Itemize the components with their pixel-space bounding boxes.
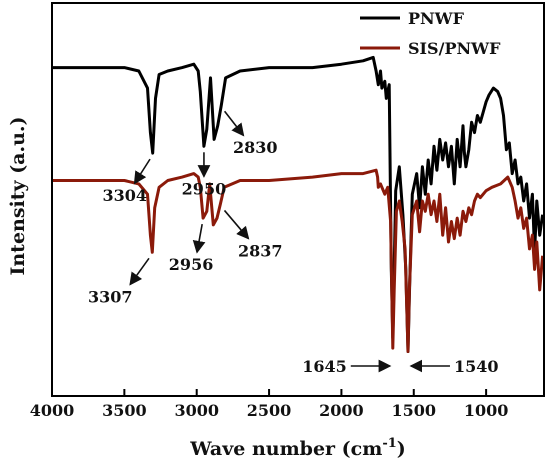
x-tick-label: 3000 <box>174 401 219 420</box>
plot-frame <box>51 2 545 397</box>
series-line-sis-pnwf <box>52 168 545 353</box>
legend-label-pnwf: PNWF <box>408 9 465 28</box>
annotation-3307: 3307 <box>88 257 150 306</box>
annotation-label: 2830 <box>233 138 278 157</box>
annotation-3304: 3304 <box>102 158 151 205</box>
annotation-1645: 1645 <box>302 357 392 376</box>
annotation-label: 1645 <box>302 357 347 376</box>
annotation-label: 3307 <box>88 287 133 306</box>
annotation-2950: 2950 <box>182 152 227 198</box>
annotation-label: 1540 <box>454 357 499 376</box>
x-tick-label: 1500 <box>391 401 436 420</box>
series-layer <box>52 55 545 353</box>
annotation-label: 2950 <box>182 179 227 198</box>
annotation-1540: 1540 <box>409 357 499 376</box>
series-line-pnwf <box>52 55 545 353</box>
annotation-label: 3304 <box>102 186 147 205</box>
x-axis-ticks: 4000 3500 3000 2500 2000 1500 1000 <box>30 389 509 420</box>
annotation-arrow <box>223 110 245 137</box>
legend: PNWF SIS/PNWF <box>360 9 501 58</box>
annotation-arrow <box>129 257 150 286</box>
annotation-2956: 2956 <box>169 223 214 274</box>
annotation-2830: 2830 <box>223 110 278 157</box>
y-axis-title: Intensity (a.u.) <box>7 116 29 275</box>
annotation-2837: 2837 <box>223 209 283 260</box>
x-tick-label: 2000 <box>319 401 364 420</box>
annotation-arrow <box>133 158 151 185</box>
annotation-arrow <box>192 223 206 254</box>
annotation-label: 2956 <box>169 255 214 274</box>
peak-annotations: 3304 2950 2830 3307 2956 2837 1645 1540 <box>88 110 499 376</box>
x-axis-title: Wave number (cm-1) <box>189 436 406 460</box>
x-tick-label: 1000 <box>464 401 509 420</box>
x-tick-label: 4000 <box>30 401 75 420</box>
x-tick-label: 2500 <box>247 401 292 420</box>
x-tick-label: 3500 <box>102 401 147 420</box>
annotation-label: 2837 <box>238 241 283 260</box>
annotation-arrow <box>223 209 250 240</box>
legend-label-sis-pnwf: SIS/PNWF <box>408 39 501 58</box>
